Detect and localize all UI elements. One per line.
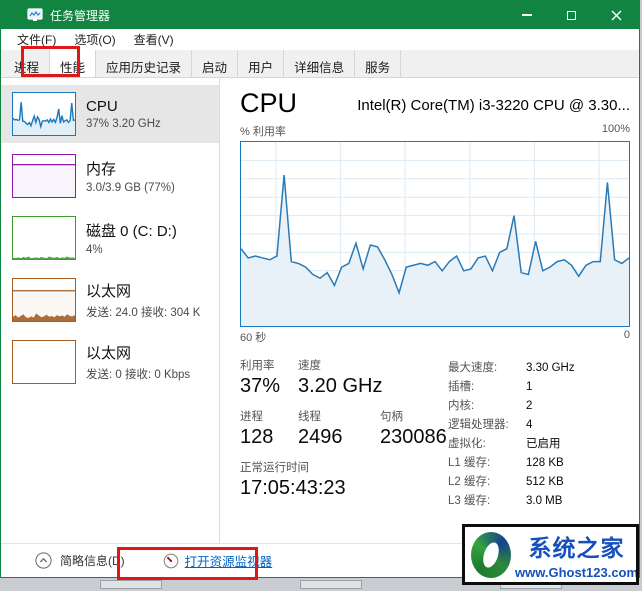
maximize-icon xyxy=(567,10,576,20)
cpu-secondary-stats: 最大速度: 3.30 GHz 插槽: 1 内核: 2 逻辑处理器: 4 虚拟化: 已启用 … xyxy=(448,357,575,511)
close-button[interactable] xyxy=(594,1,639,29)
fewer-details-label: 简略信息(D) xyxy=(60,554,125,568)
ethernet2-sparkline xyxy=(12,340,76,384)
chart-xaxis-right: 0 xyxy=(623,329,630,341)
stat-l1-cache-value: 128 KB xyxy=(526,457,564,469)
ethernet1-sparkline xyxy=(12,278,76,322)
menu-options[interactable]: 选项(O) xyxy=(74,33,116,47)
sidebar-ethernet2-name: 以太网 xyxy=(86,345,132,362)
stat-label: 内核: xyxy=(448,400,475,412)
sidebar-cpu-name: CPU xyxy=(86,98,118,115)
tab-users[interactable]: 用户 xyxy=(238,50,285,77)
sidebar-item-cpu[interactable]: CPU 37% 3.20 GHz xyxy=(1,85,219,143)
stat-virtualization-value: 已启用 xyxy=(526,438,561,450)
watermark-box: 系统之家 www.Ghost123.com xyxy=(462,524,639,585)
fewer-details-button[interactable]: 简略信息(D) xyxy=(35,552,125,569)
stat-label: 虚拟化: xyxy=(448,438,486,450)
stat-label: 句柄 xyxy=(380,411,403,423)
watermark-site-url: www.Ghost123.com xyxy=(515,565,639,580)
chart-ylabel: % 利用率 xyxy=(240,126,286,138)
watermark-logo xyxy=(471,531,511,578)
menubar: 文件(F) 选项(O) 查看(V) xyxy=(1,29,639,50)
stat-cores-value: 2 xyxy=(526,400,533,412)
sidebar-item-memory[interactable]: 内存 3.0/3.9 GB (77%) xyxy=(1,147,219,205)
tab-performance[interactable]: 性能 xyxy=(50,50,97,77)
background-fragment xyxy=(100,580,162,589)
sidebar-item-ethernet1[interactable]: 以太网 发送: 24.0 接收: 304 K xyxy=(1,271,219,329)
tab-details[interactable]: 详细信息 xyxy=(284,50,356,77)
watermark-site-name: 系统之家 xyxy=(528,535,625,561)
maximize-button[interactable] xyxy=(549,1,594,29)
tab-startup[interactable]: 启动 xyxy=(192,50,239,77)
performance-content: CPU 37% 3.20 GHz 内存 3.0/3.9 GB (77%) 磁盘 … xyxy=(1,78,639,543)
chart-xaxis-left: 60 秒 xyxy=(240,332,267,344)
stat-label: 线程 xyxy=(298,411,321,423)
disk-sparkline xyxy=(12,216,76,260)
sidebar-ethernet1-detail: 发送: 24.0 接收: 304 K xyxy=(86,307,201,319)
sidebar-disk-name: 磁盘 0 (C: D:) xyxy=(86,223,177,240)
stat-uptime-value: 17:05:43:23 xyxy=(240,477,346,499)
menu-file[interactable]: 文件(F) xyxy=(17,33,57,47)
stat-label: 插槽: xyxy=(448,381,475,393)
stat-l3-cache-value: 3.0 MB xyxy=(526,495,563,507)
background-fragment xyxy=(300,580,362,589)
stat-threads-value: 2496 xyxy=(298,426,343,448)
minimize-button[interactable] xyxy=(504,1,549,29)
stat-logical-processors-value: 4 xyxy=(526,419,533,431)
stat-label: 利用率 xyxy=(240,360,275,372)
stat-label: L3 缓存: xyxy=(448,495,491,507)
sidebar-ethernet1-name: 以太网 xyxy=(86,283,132,300)
tab-app-history[interactable]: 应用历史记录 xyxy=(96,50,193,77)
menu-view[interactable]: 查看(V) xyxy=(133,33,174,47)
cpu-primary-stats: 利用率 37% 速度 3.20 GHz 进程 128 xyxy=(240,357,448,511)
open-resource-monitor-label: 打开资源监视器 xyxy=(184,555,273,569)
stat-label: 正常运行时间 xyxy=(240,462,309,474)
chevron-up-icon xyxy=(35,552,52,569)
cpu-panel-title: CPU xyxy=(240,88,298,118)
stat-processes-value: 128 xyxy=(240,426,274,448)
cpu-detail-panel: CPU Intel(R) Core(TM) i3-3220 CPU @ 3.30… xyxy=(220,78,639,543)
sidebar-disk-detail: 4% xyxy=(86,244,103,256)
stat-label: 进程 xyxy=(240,411,263,423)
sidebar-item-ethernet2[interactable]: 以太网 发送: 0 接收: 0 Kbps xyxy=(1,333,219,391)
cpu-utilization-chart xyxy=(240,141,630,327)
stat-l2-cache-value: 512 KB xyxy=(526,476,564,488)
stat-handles-value: 230086 xyxy=(380,426,447,448)
stat-sockets-value: 1 xyxy=(526,381,533,393)
stat-speed-value: 3.20 GHz xyxy=(298,375,383,397)
memory-sparkline xyxy=(12,154,76,198)
stat-label: 最大速度: xyxy=(448,362,498,374)
stat-maxspeed-value: 3.30 GHz xyxy=(526,362,575,374)
stat-label: L1 缓存: xyxy=(448,457,491,469)
close-icon xyxy=(611,10,622,20)
task-manager-window: 任务管理器 文件(F) 选项(O) 查看(V) 进程 性能 应用历史记录 启动 … xyxy=(0,0,640,578)
stat-label: 速度 xyxy=(298,360,321,372)
resource-monitor-icon xyxy=(163,553,179,568)
chart-ymax-label: 100% xyxy=(601,123,630,135)
stat-label: L2 缓存: xyxy=(448,476,491,488)
open-resource-monitor-link[interactable]: 打开资源监视器 xyxy=(163,551,273,570)
tabbar: 进程 性能 应用历史记录 启动 用户 详细信息 服务 xyxy=(1,50,639,78)
window-title: 任务管理器 xyxy=(50,8,111,23)
sidebar-memory-detail: 3.0/3.9 GB (77%) xyxy=(86,182,175,194)
tab-services[interactable]: 服务 xyxy=(355,50,402,77)
titlebar: 任务管理器 xyxy=(1,1,639,29)
tab-processes[interactable]: 进程 xyxy=(4,50,51,77)
stat-label: 逻辑处理器: xyxy=(448,419,509,431)
sidebar-memory-name: 内存 xyxy=(86,161,117,178)
sidebar-item-disk0[interactable]: 磁盘 0 (C: D:) 4% xyxy=(1,209,219,267)
cpu-model-name: Intel(R) Core(TM) i3-3220 CPU @ 3.30... xyxy=(357,96,630,114)
stat-utilization-value: 37% xyxy=(240,375,281,397)
cpu-sparkline xyxy=(12,92,76,136)
performance-sidebar: CPU 37% 3.20 GHz 内存 3.0/3.9 GB (77%) 磁盘 … xyxy=(1,78,220,543)
sidebar-ethernet2-detail: 发送: 0 接收: 0 Kbps xyxy=(86,369,191,381)
minimize-icon xyxy=(521,14,532,16)
task-manager-app-icon xyxy=(27,8,43,21)
sidebar-cpu-detail: 37% 3.20 GHz xyxy=(86,118,161,130)
